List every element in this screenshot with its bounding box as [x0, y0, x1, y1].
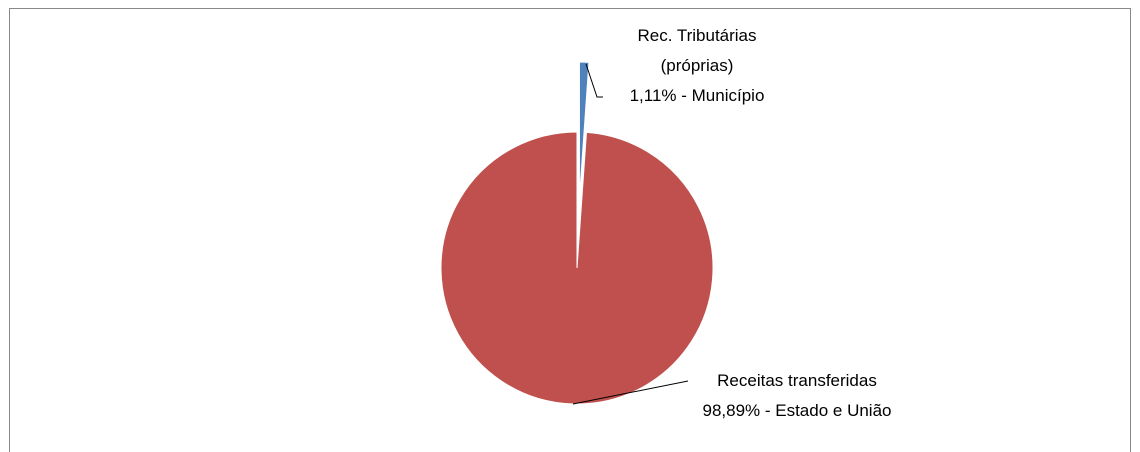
- pie-slice: [578, 61, 590, 199]
- category-label: Receitas transferidas: [717, 371, 877, 390]
- data-label: Receitas transferidas 98,89% - Estado e U…: [689, 366, 905, 426]
- value-label: 98,89% - Estado e União: [702, 401, 892, 420]
- leader-line: [585, 63, 603, 98]
- value-label: 1,11% - Município: [629, 86, 765, 105]
- leader-line: [572, 380, 689, 405]
- pie-slice: [440, 131, 714, 405]
- category-label: Rec. Tributárias (próprias): [637, 26, 757, 75]
- data-label: Rec. Tributárias (próprias) 1,11% - Munic…: [607, 21, 787, 111]
